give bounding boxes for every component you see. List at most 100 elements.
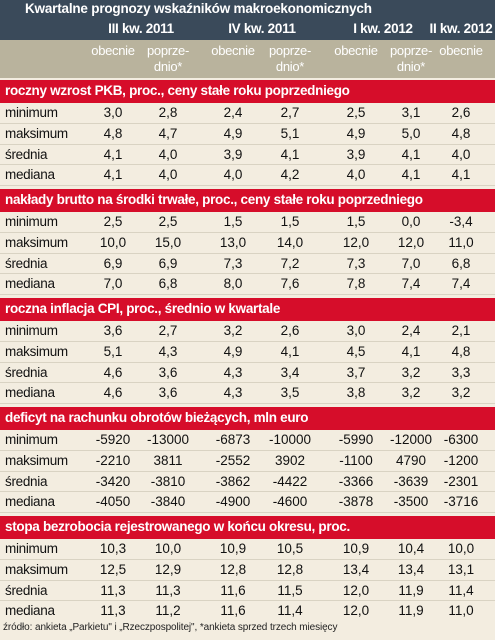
table-cell: 4,1 [401,146,421,162]
table-cell: 12,8 [219,561,247,577]
table-cell: 15,0 [154,234,182,250]
table-cell: 3,6 [158,364,178,380]
table-cell: -2210 [95,452,131,468]
table-cell: 10,4 [397,541,425,556]
table-cell: 13,4 [342,561,370,577]
table-cell: 10,0 [447,541,475,556]
row-label: maksimum [5,125,68,141]
table-cell: 4,1 [401,167,421,183]
row-label: mediana [5,167,55,183]
table-row: maksimum 4,8 4,7 4,9 5,1 4,9 5,0 4,8 [0,124,495,145]
column-subheader-label: obecnie [91,43,135,58]
row-label: maksimum [5,561,68,577]
table-cell: 3,2 [401,385,421,401]
table-row: maksimum 5,1 4,3 4,9 4,1 4,5 4,1 4,8 [0,342,495,363]
row-label: minimum [5,541,58,556]
table-cell: 3,0 [103,105,123,120]
table-cell: 1,5 [280,214,300,229]
table-cell: 0,0 [401,214,421,229]
source-note: źródło: ankieta „Parkietu" i „Rzeczpospo… [0,619,495,640]
table-cell: 3,2 [451,385,471,401]
table-row: minimum 3,6 2,7 3,2 2,6 3,0 2,4 2,1 [0,321,495,342]
table-cell: 4,8 [451,343,471,359]
table-cell: 7,4 [401,276,421,292]
table-cell: 4,9 [223,125,243,141]
table-cell: -3840 [150,494,186,510]
table-cell: 4,1 [451,167,471,183]
table-row: mediana 11,3 11,2 11,6 11,4 12,0 11,9 11,0 [0,601,495,623]
table-cell: 2,6 [280,323,300,338]
table-cell: 2,7 [280,105,300,120]
table-cell: 7,0 [401,255,421,271]
quarter-label: IV kw. 2011 [228,21,296,36]
table-cell: -3639 [393,473,429,489]
table-cell: -2301 [443,473,479,489]
table-cell: -1100 [339,452,373,468]
table-cell: 11,9 [398,603,424,619]
table-row: maksimum 12,5 12,9 12,8 12,8 13,4 13,4 13,1 [0,560,495,581]
table-row: średnia 4,6 3,6 4,3 3,4 3,7 3,2 3,3 [0,363,495,384]
table-cell: 11,3 [100,582,126,598]
quarter-label: III kw. 2011 [108,21,174,36]
table-cell: 2,4 [223,105,243,120]
table-row: maksimum -2210 3811 -2552 3902 -1100 4790 -1200 [0,451,495,472]
column-subheader-label: obecnie [211,43,255,58]
section-title: nakłady brutto na środki trwałe, proc., … [5,192,423,207]
table-cell: 3,8 [346,385,366,401]
table-cell: -12000 [389,432,433,447]
table-cell: 3,2 [401,364,421,380]
table-cell: 12,0 [342,582,370,598]
row-label: średnia [5,473,48,489]
table-cell: 3,7 [346,364,366,380]
section-header: deficyt na rachunku obrotów bieżących, m… [0,407,495,430]
table-cell: 2,7 [158,323,178,338]
table-cell: 4790 [395,452,427,468]
table-cell: 3,6 [103,323,123,338]
row-label: maksimum [5,452,68,468]
table-cell: 11,3 [155,582,181,598]
table-cell: 7,3 [346,255,366,271]
table-cell: 3902 [274,452,306,468]
table-title-bar: Kwartalne prognozy wskaźników makroekono… [0,0,495,18]
row-label: średnia [5,255,48,271]
table-cell: -3500 [393,494,429,510]
table-cell: 4,3 [223,385,243,401]
column-subheader-label: poprze- dnio* [147,43,189,74]
table-row: mediana -4050 -3840 -4900 -4600 -3878 -3500 -37… [0,492,495,514]
table-cell: 2,6 [451,105,471,120]
table-cell: 10,5 [276,541,304,556]
table-cell: -6873 [215,432,251,447]
table-cell: -3,4 [449,214,473,229]
table-cell: -5990 [338,432,374,447]
column-subheader-label: obecnie [334,43,378,58]
table-cell: 10,9 [219,541,247,556]
table-row: średnia -3420 -3810 -3862 -4422 -3366 -3639 -23… [0,472,495,493]
row-label: średnia [5,146,48,162]
table-cell: 2,5 [158,214,178,229]
table-cell: 4,5 [346,343,366,359]
table-cell: 12,0 [342,234,370,250]
section-title: roczny wzrost PKB, proc., ceny stałe rok… [5,83,350,98]
section-title: stopa bezrobocia rejestrowanego w końcu … [5,519,350,534]
table-cell: 11,6 [220,603,246,619]
table-cell: 10,0 [99,234,127,250]
table-cell: -4422 [272,473,308,489]
table-cell: 4,9 [346,125,366,141]
table-cell: -3862 [215,473,251,489]
table-title: Kwartalne prognozy wskaźników makroekono… [25,1,372,16]
section-header: roczny wzrost PKB, proc., ceny stałe rok… [0,80,495,103]
table-cell: 3,6 [158,385,178,401]
row-label: mediana [5,603,55,619]
table-cell: 12,5 [99,561,127,577]
table-cell: 3,2 [223,323,243,338]
table-cell: 6,8 [451,255,471,271]
table-row: minimum -5920 -13000 -6873 -10000 -5990 -12000… [0,430,495,451]
row-label: średnia [5,364,48,380]
table-cell: 10,0 [154,541,182,556]
section-header: roczna inflacja CPI, proc., średnio w kw… [0,298,495,321]
table-row: minimum 3,0 2,8 2,4 2,7 2,5 3,1 2,6 [0,103,495,124]
table-row: maksimum 10,0 15,0 13,0 14,0 12,0 12,0 11,0 [0,233,495,254]
quarter-label: I kw. 2012 [353,21,413,36]
table-cell: -3878 [338,494,374,510]
table-cell: 12,0 [397,234,425,250]
